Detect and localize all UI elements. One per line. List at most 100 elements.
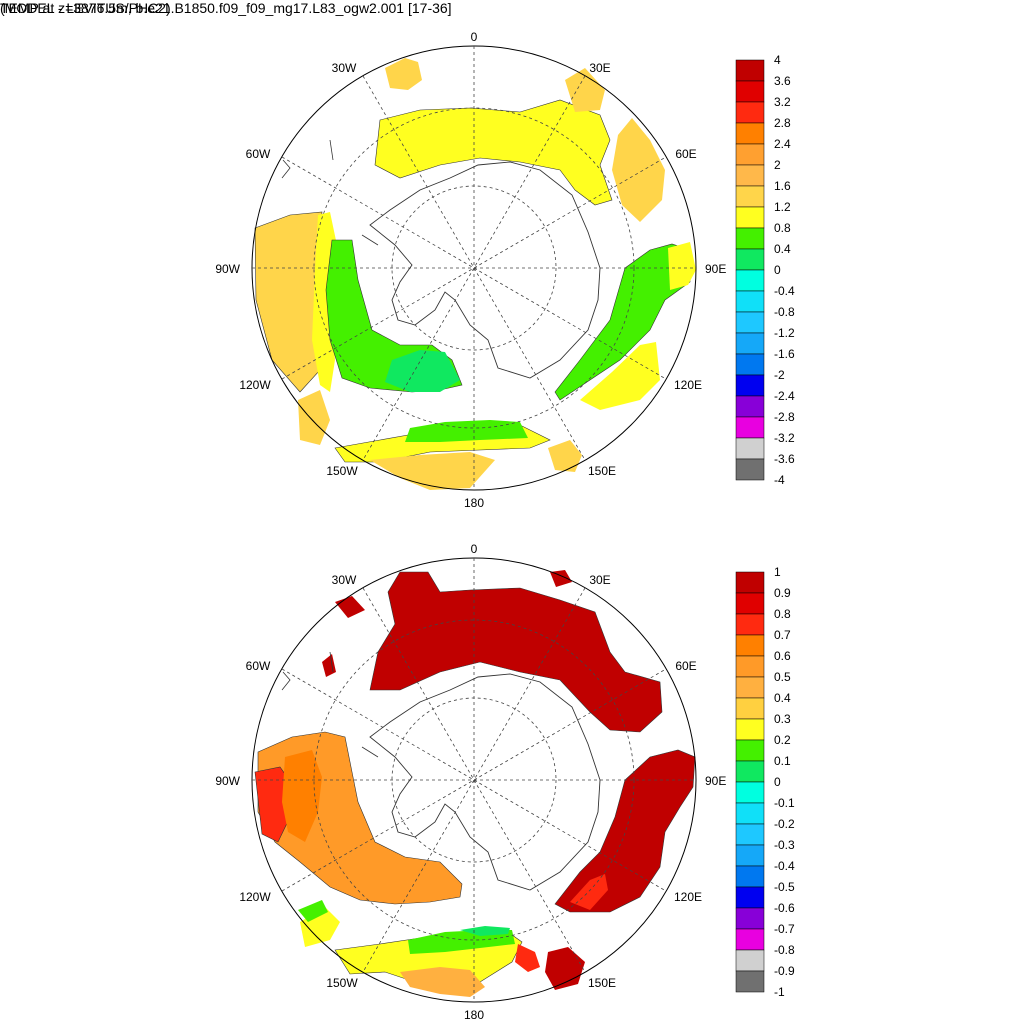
colorbar-swatch [735,928,765,951]
colorbar-swatch [735,332,765,355]
colorbar-label: 0.4 [774,242,791,256]
colorbar-swatch [735,353,765,376]
colorbar-label: -0.6 [774,901,795,915]
longitude-label: 90E [705,774,726,788]
longitude-label: 150W [326,464,358,478]
warm-patch-150w [298,390,330,445]
colorbar-label: 0.3 [774,712,791,726]
colorbar-swatch [735,59,765,82]
colorbar-swatch [735,269,765,292]
red-indian-sector [554,749,696,913]
longitude-label: 150E [588,976,616,990]
map-frame [251,45,697,491]
colorbar-swatch [735,206,765,229]
longitude-label: 60W [246,659,271,673]
longitude-label: 30W [332,61,357,75]
colorbar-label: -0.2 [774,817,795,831]
colorbar-swatch [735,634,765,657]
red-patch-150e [545,947,585,990]
panel1-title: TEMP at z=3876.5m, b.e21.B1850.f09_f09_m… [0,0,452,16]
colorbar-swatch [735,655,765,678]
latitude-circle-outer [313,619,635,941]
warm-patch-60e [612,118,665,222]
longitude-label: 120E [674,378,702,392]
longitude-labels: 0 30E 60E 90E 120E 150E 180 150W 120W 90W 60W 30W [215,542,726,1022]
colorbar-swatch [735,886,765,909]
colorbar-label: -3.6 [774,452,795,466]
colorbar-label: -2 [774,368,785,382]
colorbar: 4 3.6 3.2 2.8 2.4 2 1.6 1.2 0.8 0.4 0 -0.4 -0.8 -1.2 -… [735,53,795,487]
longitude-label: 60W [246,147,271,161]
warm-patch-south [370,452,495,490]
warm-patch-30e [565,68,605,112]
colorbar-label: -0.1 [774,796,795,810]
colorbar-label: 0.6 [774,649,791,663]
longitude-label: 150E [588,464,616,478]
longitude-label: 180 [464,1008,484,1022]
colorbar-label: -1 [774,985,785,999]
colorbar-label: -1.6 [774,347,795,361]
colorbar-label: 0.7 [774,628,791,642]
colorbar-label: 0.9 [774,586,791,600]
colorbar-swatch [735,970,765,993]
colorbar-swatch [735,907,765,930]
colorbar-label: -0.3 [774,838,795,852]
green-band-south [408,930,515,954]
colorbar-swatch [735,395,765,418]
colorbar-swatch [735,844,765,867]
red-band-atlantic [369,571,663,733]
colorbar-swatch [735,949,765,972]
colorbar-label: -0.4 [774,284,795,298]
sub-antarctic-coast [281,651,379,758]
colorbar-label: 4 [774,53,781,67]
warm-west-pacific [254,211,323,393]
colorbar-swatch [735,80,765,103]
red-patch-30e [550,570,572,587]
filled-regions [254,570,696,997]
colorbar-label: -2.4 [774,389,795,403]
colorbar-swatch [735,592,765,615]
colorbar-swatch [735,676,765,699]
warm-patch-30w [385,58,422,90]
longitude-label: 90W [215,774,240,788]
colorbar-swatch [735,164,765,187]
temperature-polar-map: 0 30E 60E 90E 120E 150E 180 150W 120W 90W 60W 30W 4… [215,30,795,510]
map-frame [251,557,697,1003]
longitude-label: 30W [332,573,357,587]
colorbar-label: -2.8 [774,410,795,424]
longitude-label: 120W [239,378,271,392]
orange-patch-south [400,967,485,997]
colorbar-swatch [735,122,765,145]
difference-polar-map: 0 30E 60E 90E 120E 150E 180 150W 120W 90W 60W 30W 1… [215,542,795,1022]
meridian-gridlines [252,46,696,490]
colorbar-swatch [735,760,765,783]
longitude-label: 0 [471,30,478,44]
latitude-circle-outer [313,107,635,429]
warm-band-atlantic [374,99,613,206]
colorbar-label: 0 [774,775,781,789]
colorbar-label: 0 [774,263,781,277]
colorbar: 1 0.9 0.8 0.7 0.6 0.5 0.4 0.3 0.2 0.1 0 -0.1 -0.2 -0.… [735,565,795,999]
colorbar-label: 0.1 [774,754,791,768]
colorbar-label: -4 [774,473,785,487]
longitude-label: 30E [589,573,610,587]
colorbar-swatch [735,823,765,846]
antarctica-coastline [369,161,601,379]
panel2-title: (MODEL - LEVITUS/PHC2) [0,0,171,16]
longitude-label: 90W [215,262,240,276]
colorbar-label: -0.5 [774,880,795,894]
colorbar-swatch [735,458,765,481]
green-patch-150w [298,900,328,922]
antarctica-coastline [369,673,601,891]
colorbar-label: 1.6 [774,179,791,193]
orange-core-pacific [282,750,322,842]
colorbar-swatch [735,697,765,720]
warm-patch-150e [548,440,582,472]
colorbar-label: 0.5 [774,670,791,684]
longitude-label: 120W [239,890,271,904]
yellow-patch-90e [668,242,696,290]
colorbar-swatch [735,781,765,804]
colorbar-swatch [735,416,765,439]
colorbar-swatch [735,739,765,762]
longitude-label: 180 [464,496,484,510]
